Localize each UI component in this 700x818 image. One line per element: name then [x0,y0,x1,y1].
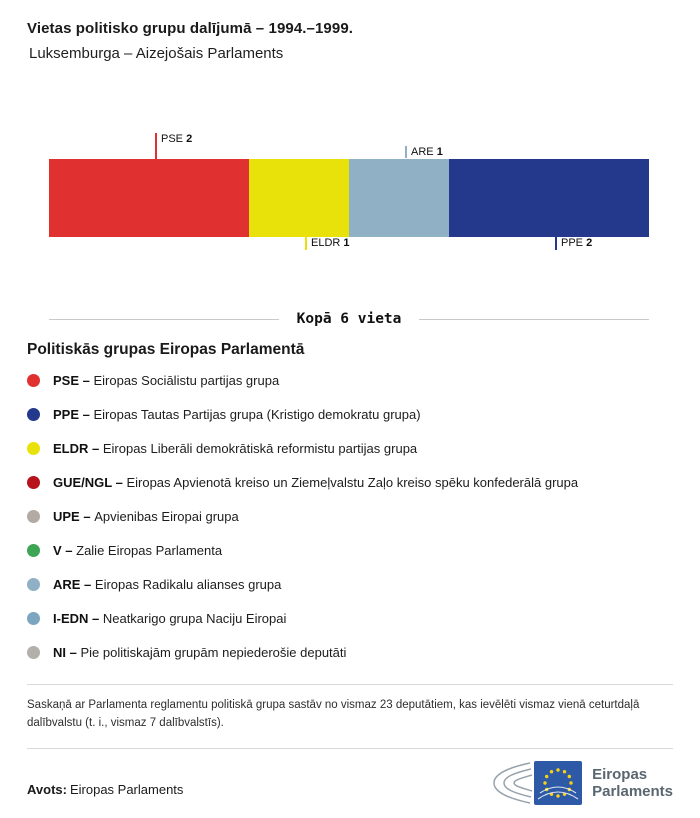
seat-callout-eldr: ELDR 1 [305,237,350,250]
callout-line [305,237,307,250]
page-title: Vietas politisko grupu dalījumā – 1994.–… [27,20,354,37]
seat-bar [49,159,649,237]
ep-logo-line1: Eiropas [592,765,648,783]
legend-item: PPE – Eiropas Tautas Partijas grupa (Kri… [27,397,673,431]
legend-dot [27,509,40,523]
hemicycle-white-arcs [537,786,579,800]
total-rule-left [49,318,279,320]
seat-callout-are: ARE 1 [405,146,443,159]
legend-list: PSE – Eiropas Sociālistu partijas grupa P… [27,363,673,669]
legend-item: UPE – Apvienibas Eiropai grupa [27,499,673,533]
bar-segment-are [349,159,449,237]
legend-dot [27,543,40,557]
source-value: Eiropas Parlaments [69,781,184,797]
legend-item: GUE/NGL – Eiropas Apvienotā kreiso un Zi… [27,465,673,499]
footnote: Saskaņā ar Parlamenta reglamentu politis… [27,699,640,730]
eu-flag-rect [534,760,583,805]
legend-text: GUE/NGL – Eiropas Apvienotā kreiso un Zi… [53,474,579,490]
legend-item: ARE – Eiropas Radikalu alianses grupa [27,567,673,601]
hemicycle-arcs [493,762,533,804]
legend-dot [27,407,40,421]
legend-text: NI – Pie politiskajām grupām nepiederoši… [53,644,347,660]
legend-item: NI – Pie politiskajām grupām nepiederoši… [27,635,673,669]
legend-dot [27,577,40,591]
callout-label: ARE 1 [411,146,443,158]
page-subtitle: Luksemburga – Aizejošais Parlaments [29,45,284,62]
legend-item: PSE – Eiropas Sociālistu partijas grupa [27,363,673,397]
legend-text: UPE – Apvienibas Eiropai grupa [53,508,239,524]
legend-dot [27,373,40,387]
callout-line [405,146,407,158]
legend-text: PPE – Eiropas Tautas Partijas grupa (Kri… [53,406,421,422]
legend-item: ELDR – Eiropas Liberāli demokrātiskā ref… [27,431,673,465]
total-label: Kopā 6 vieta [296,311,402,327]
legend-dot [27,441,40,455]
source-line: Avots: Eiropas Parlaments [27,782,183,797]
divider-footnote-top [27,684,673,685]
source-label: Avots: [27,781,67,797]
legend-item: I-EDN – Neatkarigo grupa Naciju Eiropai [27,601,673,635]
bar-segment-ppe [449,159,649,237]
callout-label: ELDR 1 [311,237,350,249]
legend-dot [27,645,40,659]
ep-logo-wordmark: Eiropas Parlaments [592,766,673,801]
legend-dot [27,475,40,489]
seat-callout-ppe: PPE 2 [555,237,592,250]
footer: Avots: Eiropas Parlaments [27,759,673,807]
seat-chart: PSE 2 ELDR 1 ARE 1 PPE 2 [49,126,649,271]
ep-logo-line2: Parlaments [592,782,673,800]
total-row: Kopā 6 vieta [49,311,650,327]
total-rule-right [419,318,650,320]
bar-segment-eldr [249,159,349,237]
legend-text: ELDR – Eiropas Liberāli demokrātiskā ref… [53,440,418,456]
legend-dot [27,611,40,625]
bar-segment-pse [49,159,249,237]
ep-logo: Eiropas Parlaments [490,759,673,807]
callout-label: PSE 2 [160,133,193,145]
ep-logo-icon [493,760,583,805]
legend-heading: Politiskās grupas Eiropas Parlamentā [27,341,305,358]
legend-text: PSE – Eiropas Sociālistu partijas grupa [53,372,280,388]
seat-callout-pse: PSE 2 [154,133,193,159]
callout-line [154,133,157,159]
divider-footnote-bottom [27,747,673,749]
legend-text: I-EDN – Neatkarigo grupa Naciju Eiropai [53,610,287,626]
legend-text: ARE – Eiropas Radikalu alianses grupa [53,576,282,592]
callout-label: PPE 2 [561,237,593,249]
legend-item: V – Zalie Eiropas Parlamenta [27,533,673,567]
legend-text: V – Zalie Eiropas Parlamenta [53,542,223,558]
callout-line [555,237,557,250]
